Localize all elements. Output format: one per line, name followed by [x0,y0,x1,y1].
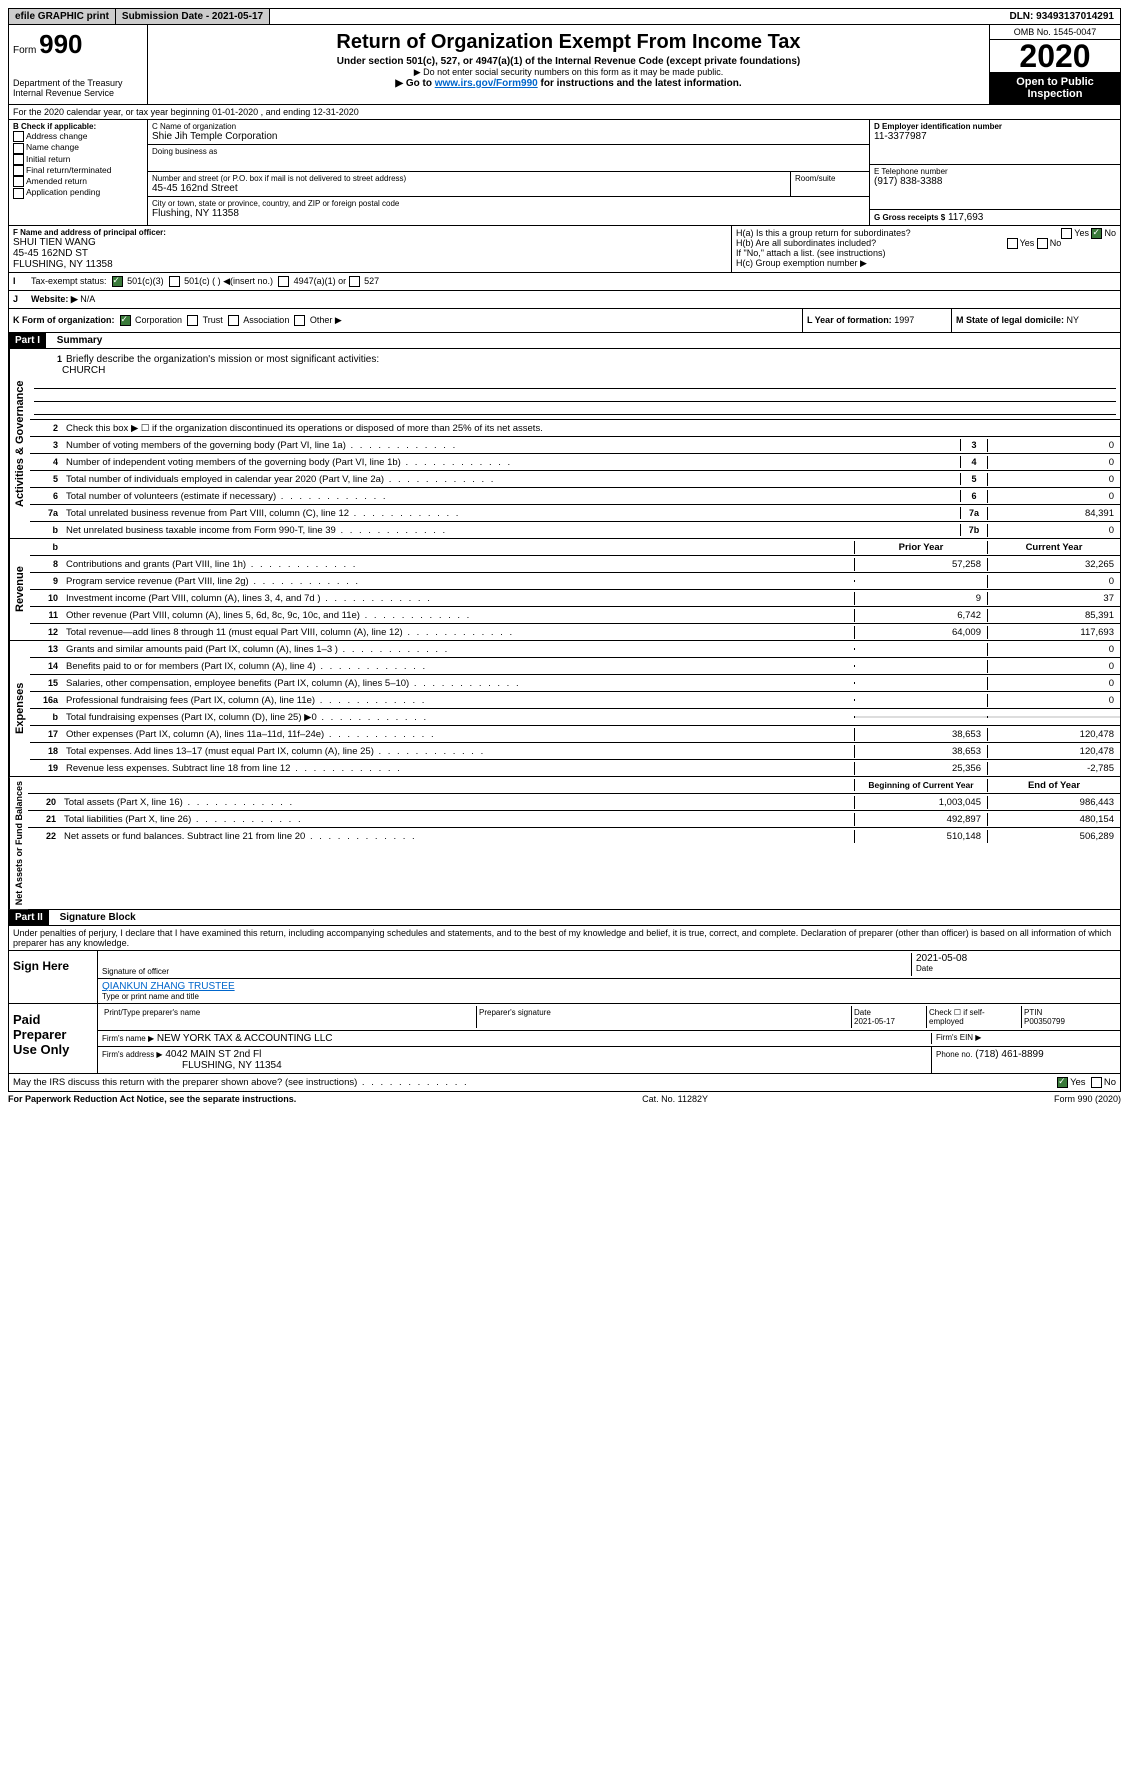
submission-date: Submission Date - 2021-05-17 [116,9,270,24]
subtitle-2: ▶ Do not enter social security numbers o… [152,67,985,78]
open-public: Open to Public Inspection [990,72,1120,104]
subtitle-1: Under section 501(c), 527, or 4947(a)(1)… [152,56,985,67]
preparer-phone: (718) 461-8899 [975,1049,1043,1060]
form-title: Return of Organization Exempt From Incom… [152,31,985,54]
form-number: 990 [39,29,82,59]
section-b: B Check if applicable: Address change Na… [9,120,148,225]
goto-post: for instructions and the latest informat… [541,78,742,89]
section-revenue: Revenue b Prior Year Current Year 8Contr… [8,539,1121,641]
ein: 11-3377987 [874,131,1116,142]
discuss-row: May the IRS discuss this return with the… [8,1074,1121,1092]
org-name: Shie Jih Temple Corporation [152,131,865,142]
line-i: I Tax-exempt status: 501(c)(3) 501(c) ( … [8,273,1121,291]
section-deg: D Employer identification number 11-3377… [870,120,1120,225]
top-bar: efile GRAPHIC print Submission Date - 20… [8,8,1121,25]
firm-name: NEW YORK TAX & ACCOUNTING LLC [157,1033,333,1044]
sign-here-section: Sign Here Signature of officer 2021-05-0… [8,951,1121,1004]
efile-print-button[interactable]: efile GRAPHIC print [9,9,116,24]
paid-preparer-section: Paid Preparer Use Only Print/Type prepar… [8,1004,1121,1074]
officer-name: SHUI TIEN WANG [13,237,727,248]
footer: For Paperwork Reduction Act Notice, see … [8,1092,1121,1106]
line-klm: K Form of organization: Corporation Trus… [8,309,1121,333]
dept-treasury: Department of the Treasury Internal Reve… [13,78,143,98]
form-header: Form 990 Department of the Treasury Inte… [8,25,1121,105]
info-block: B Check if applicable: Address change Na… [8,120,1121,226]
street-address: 45-45 162nd Street [152,183,786,194]
part-1-header: Part I Summary [8,333,1121,349]
telephone: (917) 838-3388 [874,176,1116,187]
gross-receipts: 117,693 [948,212,983,223]
section-expenses: Expenses 13Grants and similar amounts pa… [8,641,1121,777]
dln: DLN: 93493137014291 [1003,9,1120,24]
section-net-assets: Net Assets or Fund Balances Beginning of… [8,777,1121,910]
part-2-header: Part II Signature Block [8,910,1121,926]
501c3-checkbox[interactable] [112,276,123,287]
fh-block: F Name and address of principal officer:… [8,226,1121,273]
form-label: Form [13,45,36,56]
tax-year: 2020 [990,40,1120,72]
website: N/A [80,294,95,305]
irs-link[interactable]: www.irs.gov/Form990 [435,78,538,89]
city-state-zip: Flushing, NY 11358 [152,208,865,219]
goto-pre: ▶ Go to [395,78,434,89]
line-j: J Website: ▶ N/A [8,291,1121,309]
section-c: C Name of organization Shie Jih Temple C… [148,120,870,225]
perjury-statement: Under penalties of perjury, I declare th… [8,926,1121,951]
line-a: For the 2020 calendar year, or tax year … [8,105,1121,120]
mission: CHURCH [34,365,1116,376]
section-governance: Activities & Governance 1Briefly describ… [8,349,1121,539]
officer-name-title[interactable]: QIANKUN ZHANG TRUSTEE [102,981,1116,992]
